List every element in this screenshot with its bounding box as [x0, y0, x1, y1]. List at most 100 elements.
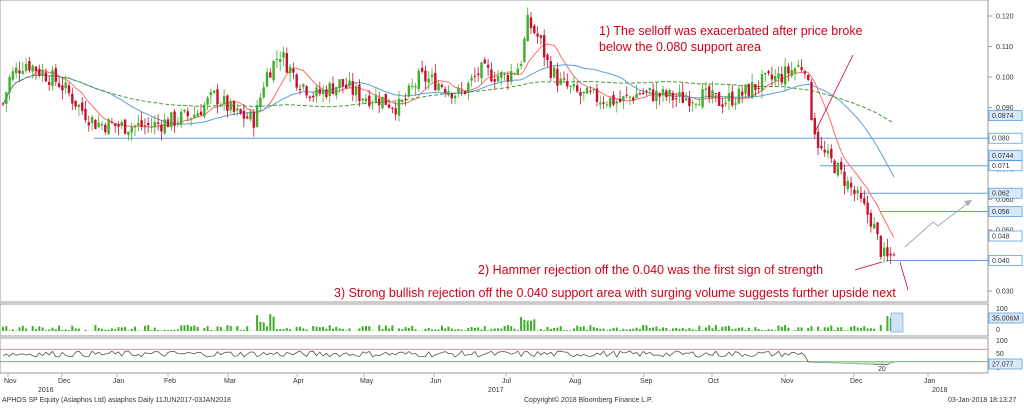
candle-body — [688, 98, 690, 106]
candle-body — [404, 99, 406, 100]
volume-bar — [114, 329, 116, 331]
candle-body — [857, 190, 859, 193]
month-label: Sep — [640, 378, 653, 385]
volume-bar — [279, 329, 281, 331]
candle-body — [41, 71, 43, 76]
volume-bar — [662, 327, 664, 331]
volume-bar — [118, 327, 120, 331]
candle-body — [302, 84, 304, 87]
candle-body — [180, 112, 182, 125]
candle-body — [507, 75, 509, 82]
year-label: 2016 — [38, 387, 54, 394]
volume-tick-label: 100 — [996, 306, 1008, 313]
candle-body — [190, 118, 192, 119]
candle-body — [428, 79, 430, 83]
volume-bar — [428, 328, 430, 331]
candle-body — [494, 79, 496, 81]
candle-body — [55, 68, 57, 82]
price-badge-label: 0.071 — [992, 163, 1010, 170]
candle-body — [8, 77, 10, 93]
volume-bar — [2, 327, 4, 331]
candle-body — [477, 74, 479, 76]
volume-bar — [474, 328, 476, 331]
candle-body — [74, 101, 76, 107]
price-badge-label: 0.062 — [992, 191, 1010, 198]
volume-bar — [523, 320, 525, 331]
volume-bar — [500, 329, 502, 331]
volume-bar — [75, 328, 77, 331]
candle-body — [365, 99, 367, 102]
volume-bar — [748, 328, 750, 331]
candle-body — [263, 87, 265, 97]
candle-body — [325, 89, 327, 97]
volume-bar — [335, 327, 337, 331]
candle-body — [721, 104, 723, 107]
volume-bar — [71, 326, 73, 331]
volume-bar — [725, 326, 727, 331]
candle-body — [853, 190, 855, 194]
candle-body — [335, 87, 337, 95]
volume-bar — [296, 327, 298, 331]
volume-bar — [688, 328, 690, 331]
volume-bar — [589, 325, 591, 331]
candle-body — [216, 89, 218, 104]
volume-bar — [679, 329, 681, 331]
volume-bar — [758, 329, 760, 331]
volume-bar — [401, 329, 403, 331]
candle-body — [358, 85, 360, 102]
volume-bar — [467, 328, 469, 331]
volume-bar — [817, 327, 819, 331]
candle-body — [385, 94, 387, 105]
volume-bar — [507, 325, 509, 331]
candle-body — [586, 88, 588, 94]
volume-bar — [494, 328, 496, 331]
candle-body — [480, 63, 482, 79]
candle-body — [645, 91, 647, 92]
candle-body — [744, 85, 746, 94]
volume-bar — [860, 328, 862, 331]
candle-body — [401, 100, 403, 102]
volume-bar — [5, 326, 7, 331]
volume-bar — [533, 319, 535, 331]
candle-body — [470, 77, 472, 80]
volume-bar — [728, 326, 730, 331]
candle-body — [787, 66, 789, 73]
candle-body — [662, 89, 664, 95]
candle-body — [672, 93, 674, 100]
candle-body — [893, 254, 895, 255]
volume-bar — [177, 329, 179, 331]
volume-bar — [715, 325, 717, 331]
annotation-1a: 1) The selloff was exacerbated after pri… — [599, 24, 863, 38]
volume-bar — [820, 330, 822, 331]
volume-bar — [58, 326, 60, 331]
candle-body — [299, 89, 301, 90]
candle-body — [117, 124, 119, 126]
volume-bar — [504, 326, 506, 331]
candle-body — [546, 55, 548, 60]
volume-bar — [847, 330, 849, 331]
volume-badge-label: 35.006M — [992, 316, 1019, 323]
month-label: Jan — [924, 378, 935, 385]
candle-body — [454, 96, 456, 99]
candle-body — [457, 88, 459, 93]
candle-body — [523, 38, 525, 61]
volume-bar — [461, 330, 463, 331]
month-label: Apr — [293, 378, 305, 385]
volume-bar — [415, 329, 417, 331]
candle-body — [665, 91, 667, 97]
footer-symbol: APHOS SP Equity (Asiaphos Ltd) asiaphos … — [2, 397, 231, 404]
volume-bar — [197, 327, 199, 331]
candle-body — [5, 92, 7, 104]
candle-body — [626, 95, 628, 96]
candle-body — [140, 120, 142, 127]
candle-body — [678, 92, 680, 96]
volume-bar — [312, 326, 314, 331]
candle-body — [695, 104, 697, 105]
candle-body — [784, 67, 786, 85]
volume-bar — [85, 330, 87, 331]
volume-bar — [844, 330, 846, 331]
candle-body — [259, 97, 261, 107]
volume-bar — [55, 329, 57, 331]
volume-bar — [550, 329, 552, 331]
volume-bar — [22, 326, 24, 331]
